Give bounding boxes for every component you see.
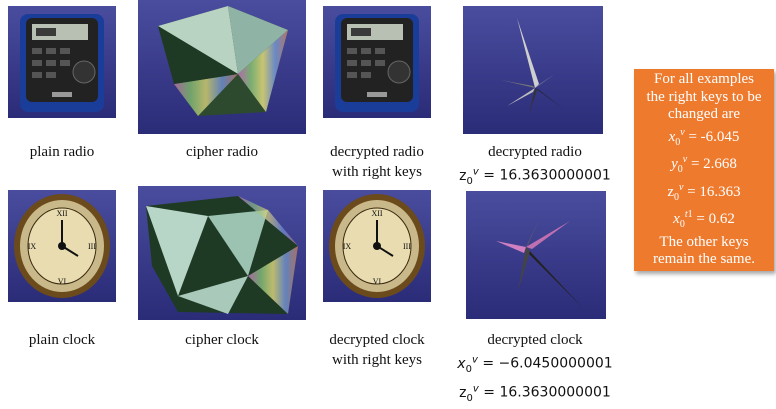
svg-text:IX: IX	[343, 242, 352, 251]
caption-cipher-radio: cipher radio	[142, 142, 302, 162]
note-x0v: x0v = -6.045	[634, 124, 774, 152]
decrypted-radio-wrong-key-image	[463, 6, 603, 134]
cipher-clock-image	[138, 186, 306, 320]
note-line-1: For all examples	[634, 71, 774, 89]
note-z0v: z0v = 16.363	[634, 179, 774, 207]
keys-note-box: For all examples the right keys to be ch…	[634, 69, 774, 271]
svg-text:VI: VI	[58, 277, 67, 286]
svg-text:XII: XII	[56, 209, 67, 218]
note-y0v: y0v = 2.668	[634, 151, 774, 179]
note-line-3: changed are	[634, 106, 774, 124]
svg-text:VI: VI	[373, 277, 382, 286]
caption-decrypted-radio-right-keys: decrypted radio with right keys	[312, 142, 442, 182]
caption-decrypted-clock-right-keys: decrypted clock with right keys	[312, 330, 442, 370]
decrypted-clock-wrong-keys-image	[466, 191, 606, 319]
note-line-8: The other keys	[634, 234, 774, 252]
svg-text:XII: XII	[371, 209, 382, 218]
plain-radio-image	[8, 6, 116, 118]
cipher-radio-image	[138, 0, 306, 134]
decrypted-clock-right-keys-image: XII III VI IX	[323, 190, 431, 302]
caption-plain-radio: plain radio	[0, 142, 124, 162]
svg-text:IX: IX	[28, 242, 37, 251]
note-line-2: the right keys to be	[634, 89, 774, 107]
caption-plain-clock: plain clock	[0, 330, 124, 350]
caption-decrypted-radio-z0v: decrypted radio z0v = 16.3630000001	[452, 142, 618, 191]
decrypted-radio-right-keys-image	[323, 6, 431, 118]
note-line-9: remain the same.	[634, 251, 774, 269]
caption-cipher-clock: cipher clock	[142, 330, 302, 350]
plain-clock-image: XII III VI IX	[8, 190, 116, 302]
svg-text:III: III	[403, 242, 411, 251]
note-x0t1: x0t1 = 0.62	[634, 206, 774, 234]
svg-text:III: III	[88, 242, 96, 251]
caption-decrypted-clock-keys: decrypted clock x0v = −6.0450000001 z0v …	[440, 330, 630, 409]
